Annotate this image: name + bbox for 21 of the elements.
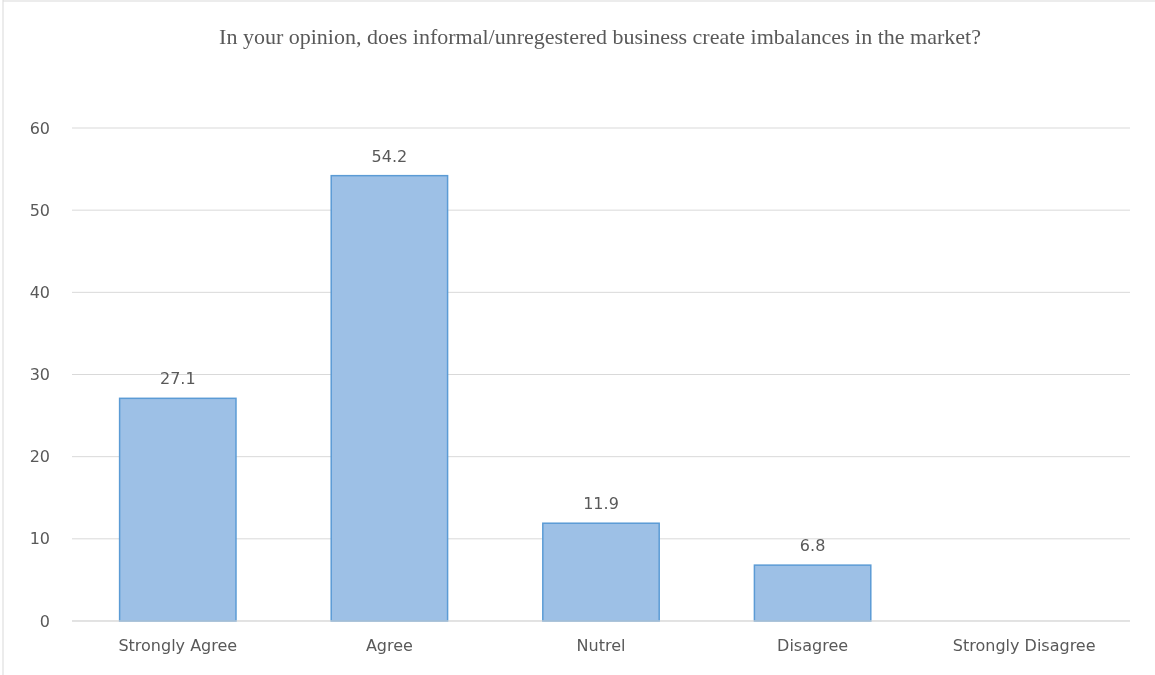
y-tick-label: 20 <box>29 447 50 467</box>
y-tick-label: 30 <box>29 365 50 385</box>
x-tick-label: Nutrel <box>576 636 626 655</box>
bar <box>753 564 872 622</box>
x-tick-label: Disagree <box>777 636 849 655</box>
x-tick-label: Strongly Disagree <box>952 636 1096 655</box>
y-tick-label: 10 <box>29 529 50 549</box>
data-label: 27.1 <box>159 369 196 389</box>
y-tick-label: 0 <box>39 611 50 631</box>
data-label: 54.2 <box>371 146 408 166</box>
x-tick-label: Agree <box>365 636 413 655</box>
bar <box>330 174 449 622</box>
y-tick-label: 60 <box>29 118 50 138</box>
x-tick-label: Strongly Agree <box>118 636 238 655</box>
bar <box>118 397 237 622</box>
y-tick-label: 40 <box>29 282 50 302</box>
data-label: 11.9 <box>583 494 619 514</box>
y-tick-label: 50 <box>29 200 50 220</box>
chart-title: In your opinion, does informal/unregestered business create imbalances in the market? <box>219 24 981 49</box>
data-label: 6.8 <box>799 536 826 556</box>
bar <box>542 522 660 622</box>
